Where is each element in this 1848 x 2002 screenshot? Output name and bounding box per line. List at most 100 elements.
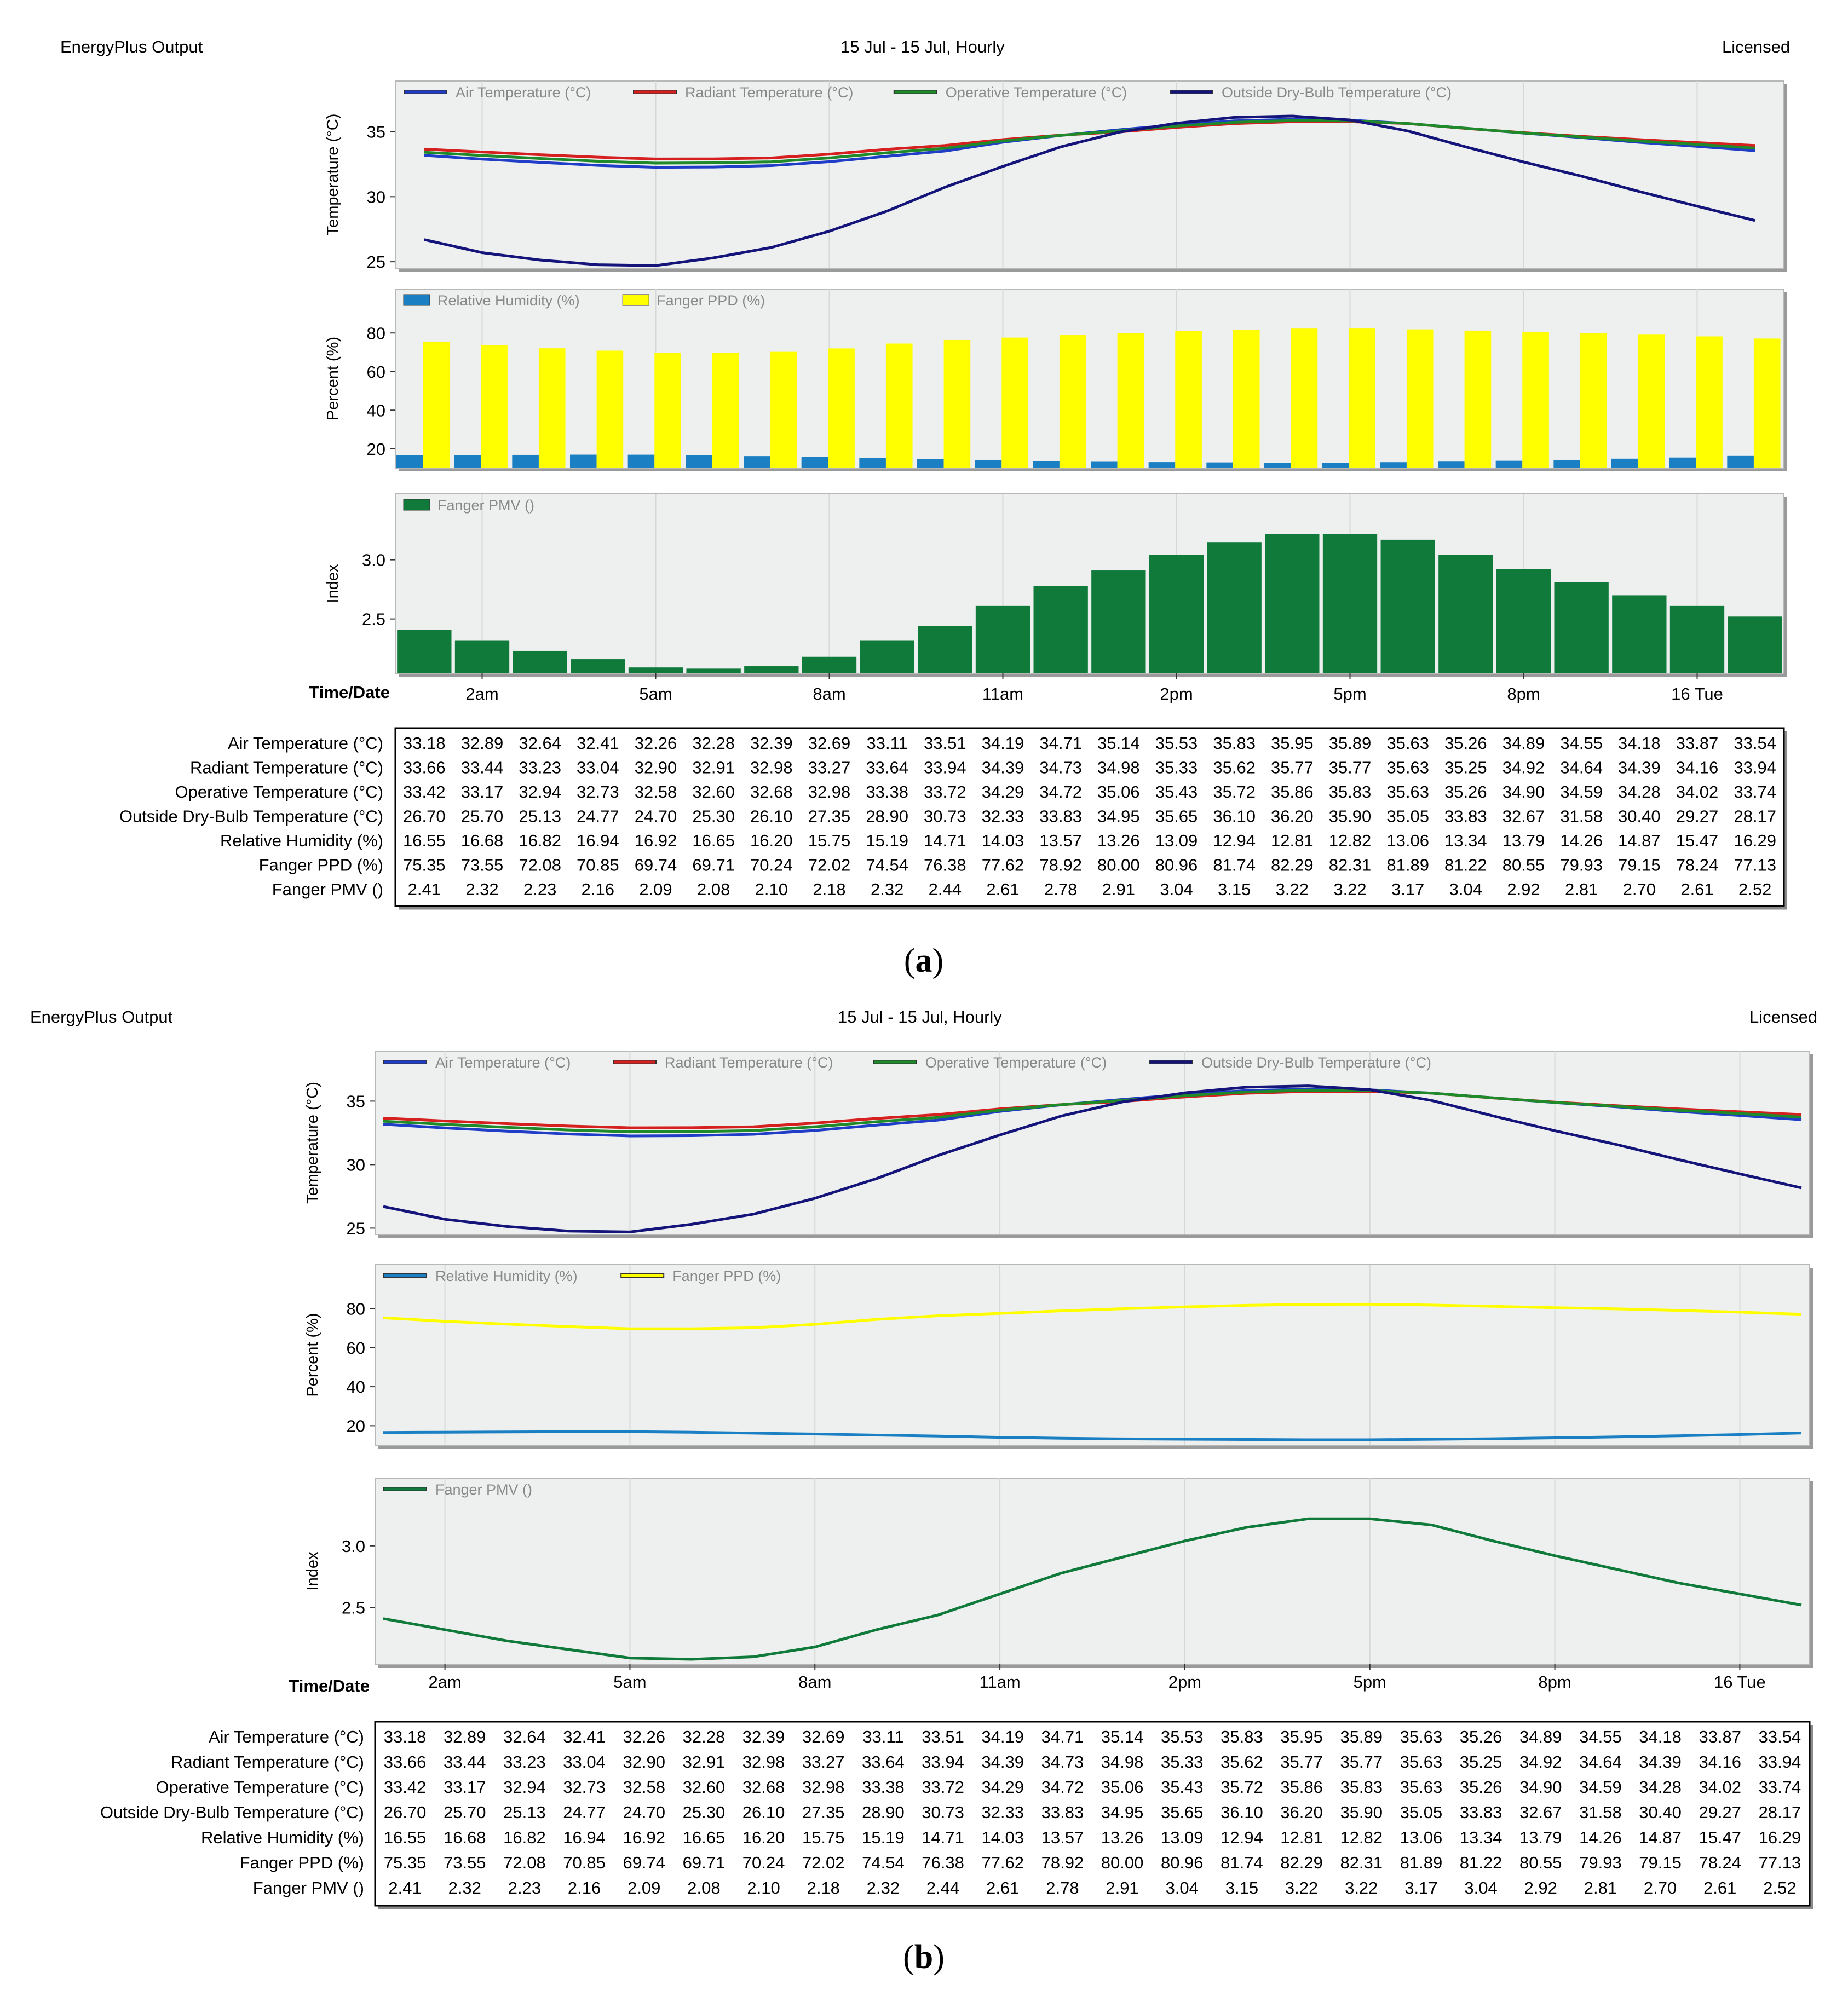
table-cell: 35.43 [1161,1778,1204,1797]
table-cell: 32.64 [519,734,561,753]
legend-air-temperature-c: Air Temperature (°C) [404,84,591,101]
y-tick-label: 3.0 [342,1537,365,1556]
table-cell: 25.70 [444,1803,486,1822]
table-cell: 33.54 [1734,734,1776,753]
table-cell: 32.28 [683,1727,726,1746]
table-cell: 34.19 [981,1727,1024,1746]
table-cell: 78.92 [1041,1853,1084,1872]
table-cell: 35.33 [1155,758,1198,777]
bar-fanger-pmv [1554,582,1609,673]
y-axis-label: Temperature (°C) [304,1082,321,1204]
table-cell: 34.90 [1519,1778,1562,1797]
table-row-label: Radiant Temperature (°C) [190,758,383,777]
table-cell: 32.98 [808,782,851,801]
table-cell: 79.93 [1579,1853,1622,1872]
table-cell: 80.00 [1101,1853,1144,1872]
table-cell: 77.62 [982,856,1024,875]
table-cell: 32.68 [742,1778,785,1797]
table-cell: 2.41 [388,1878,421,1897]
table-cell: 34.95 [1101,1803,1144,1822]
line-outside-dry-bulb-temperature-c [424,114,1755,267]
bar-relative-humidity [512,454,539,468]
table-cell: 35.65 [1161,1803,1204,1822]
table-cell: 34.39 [982,758,1024,777]
table-cell: 15.19 [862,1828,905,1847]
table-cell: 33.64 [866,758,908,777]
table-cell: 32.41 [577,734,619,753]
table-cell: 35.62 [1213,758,1256,777]
date-range: 15 Jul - 15 Jul, Hourly [838,1007,1002,1026]
x-tick-label: 2pm [1160,684,1193,703]
table-cell: 34.89 [1519,1727,1562,1746]
table-cell: 35.14 [1097,734,1140,753]
table-cell: 13.09 [1161,1828,1204,1847]
table-cell: 32.68 [750,782,793,801]
bar-fanger-ppd [1175,331,1202,468]
table-cell: 16.68 [444,1828,486,1847]
table-cell: 14.71 [924,831,966,850]
x-tick-label: 2am [428,1672,461,1692]
bar-relative-humidity [744,456,770,468]
table-cell: 33.04 [563,1752,606,1772]
table-cell: 34.16 [1676,758,1719,777]
bar-fanger-ppd [770,351,797,468]
table-row-label: Outside Dry-Bulb Temperature (°C) [119,807,383,826]
table-cell: 32.64 [503,1727,546,1746]
table-cell: 35.83 [1329,782,1372,801]
table-cell: 16.29 [1759,1828,1801,1847]
y-tick-label: 80 [347,1300,365,1319]
legend-label: Fanger PPD (%) [657,292,765,309]
table-cell: 35.53 [1155,734,1198,753]
line-operative-temperature-c [424,119,1755,165]
bar-fanger-ppd [1522,332,1549,468]
table-cell: 35.05 [1400,1803,1443,1822]
table-cell: 72.08 [519,856,561,875]
table-cell: 34.02 [1676,782,1719,801]
legend-label: Fanger PPD (%) [672,1268,781,1284]
table-cell: 35.26 [1444,782,1487,801]
table-cell: 14.87 [1618,831,1661,850]
bar-fanger-pmv [1265,534,1320,673]
x-tick-label: 11am [979,1672,1020,1692]
bar-relative-humidity [1438,461,1465,468]
table-cell: 33.83 [1460,1803,1502,1822]
bar-fanger-ppd [943,340,971,468]
table-cell: 15.47 [1676,831,1719,850]
y-tick-label: 30 [347,1155,365,1174]
table-cell: 33.17 [444,1778,486,1797]
table-cell: 80.00 [1097,856,1140,875]
table-cell: 16.55 [403,831,446,850]
table-cell: 2.10 [747,1878,780,1897]
table-cell: 26.70 [384,1803,427,1822]
table-cell: 3.17 [1404,1878,1437,1897]
table-cell: 32.94 [519,782,561,801]
table-cell: 32.67 [1519,1803,1562,1822]
table-cell: 76.38 [922,1853,964,1872]
table-cell: 14.26 [1579,1828,1622,1847]
table-cell: 35.06 [1097,782,1140,801]
x-tick-label: 5am [639,684,672,703]
table-row-label: Radiant Temperature (°C) [171,1752,364,1772]
table-cell: 35.86 [1280,1778,1323,1797]
table-cell: 34.19 [982,734,1024,753]
table-cell: 77.13 [1734,856,1776,875]
bar-relative-humidity [1206,462,1233,468]
table-cell: 34.95 [1097,807,1140,826]
legend-label: Radiant Temperature (°C) [665,1054,833,1071]
table-row-label: Relative Humidity (%) [201,1828,364,1847]
panel-frame [375,1478,1810,1665]
legend-label: Outside Dry-Bulb Temperature (°C) [1222,84,1452,101]
bar-fanger-ppd [1753,338,1781,468]
caption-a: (a) [903,942,944,979]
table-cell: 35.89 [1340,1727,1383,1746]
table-cell: 32.89 [444,1727,486,1746]
bar-relative-humidity [917,459,944,468]
table-cell: 33.11 [862,1727,903,1746]
chart-figure-a: 25 30 35 Temperature (°C) Air Temperature (°… [119,80,1787,910]
table-cell: 34.55 [1579,1727,1622,1746]
table-cell: 77.13 [1759,1853,1801,1872]
bar-fanger-ppd [596,350,624,468]
table-cell: 35.43 [1155,782,1198,801]
table-cell: 25.70 [461,807,504,826]
bar-fanger-pmv [628,667,683,673]
